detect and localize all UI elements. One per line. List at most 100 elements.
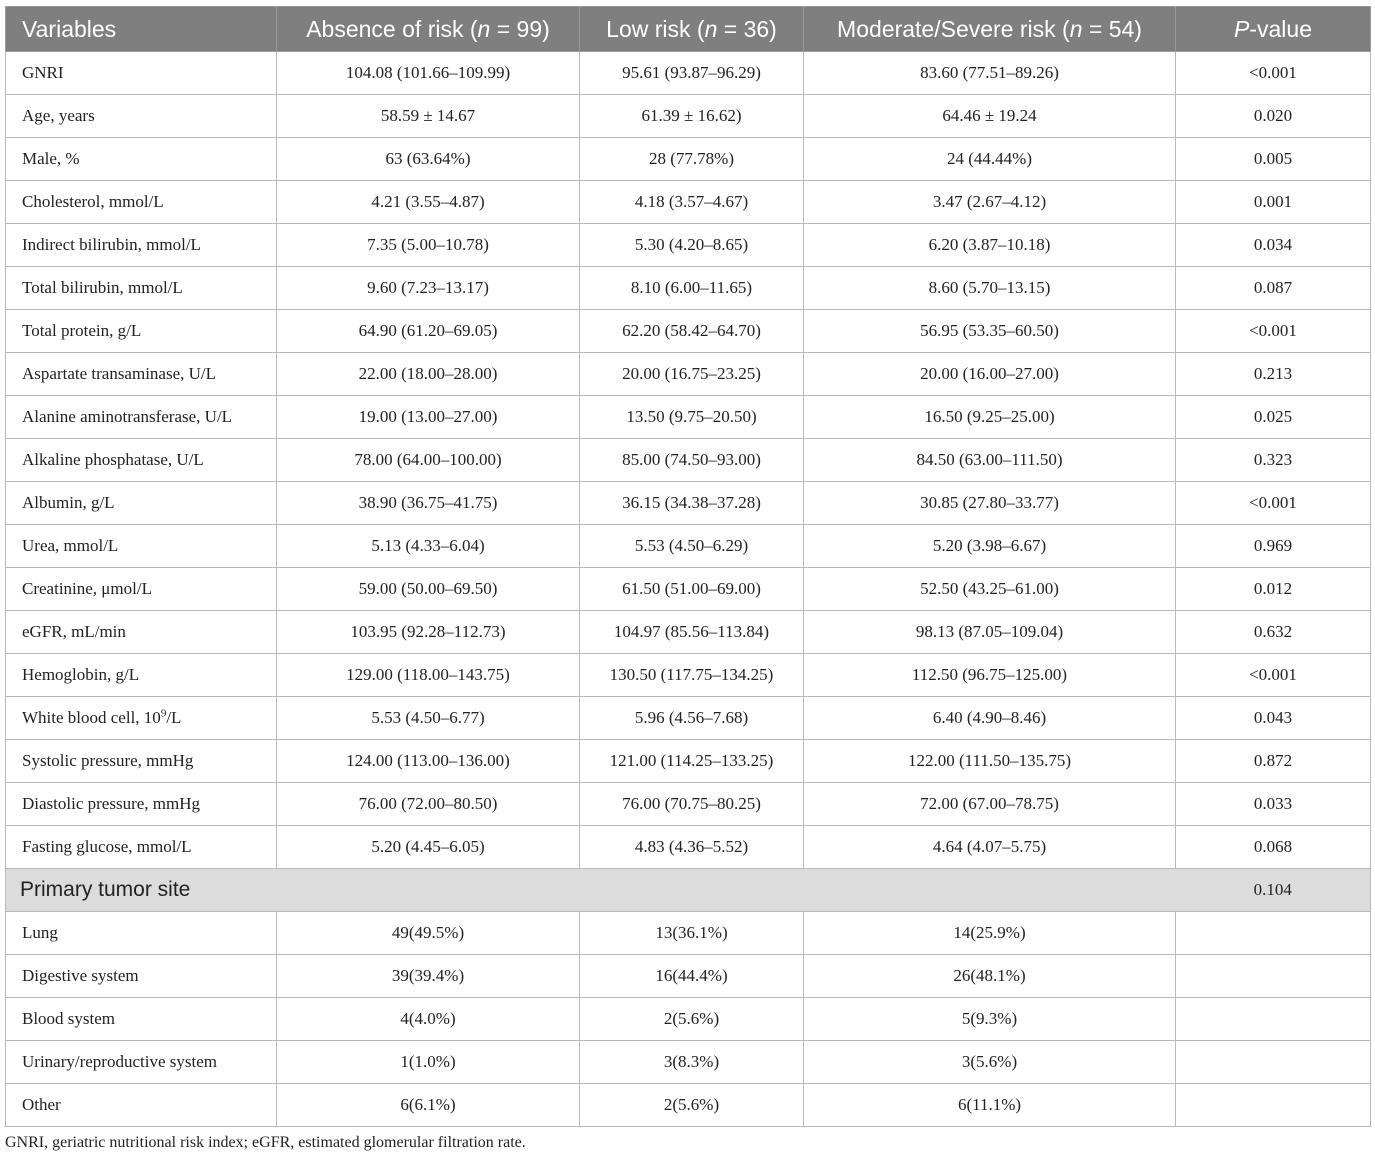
cell-low: 61.50 (51.00–69.00) bbox=[579, 567, 804, 611]
row-label-text: Systolic pressure, mmHg bbox=[22, 751, 194, 770]
cell-low: 8.10 (6.00–11.65) bbox=[579, 266, 804, 310]
table-row: Urinary/reproductive system 1(1.0%) 3(8.3%… bbox=[5, 1040, 1371, 1084]
cell-absence: 5.13 (4.33–6.04) bbox=[276, 524, 580, 568]
cell-p-value: <0.001 bbox=[1175, 481, 1371, 525]
cell-p-value bbox=[1175, 1083, 1371, 1127]
cell-p-value: 0.025 bbox=[1175, 395, 1371, 439]
cell-low: 13(36.1%) bbox=[579, 911, 804, 955]
cell-moderate: 6.20 (3.87–10.18) bbox=[803, 223, 1176, 267]
cell-p-value: 0.632 bbox=[1175, 610, 1371, 654]
header-absence-n: n bbox=[477, 15, 491, 42]
row-label-text: Age, years bbox=[22, 106, 95, 125]
cell-absence: 38.90 (36.75–41.75) bbox=[276, 481, 580, 525]
row-label-text: Total protein, g/L bbox=[22, 321, 142, 340]
cell-p-value: 0.323 bbox=[1175, 438, 1371, 482]
row-label-text: Cholesterol, mmol/L bbox=[22, 192, 164, 211]
cell-moderate: 3.47 (2.67–4.12) bbox=[803, 180, 1176, 224]
table-row: Digestive system 39(39.4%) 16(44.4%) 26(48.… bbox=[5, 954, 1371, 998]
cell-moderate: 83.60 (77.51–89.26) bbox=[803, 51, 1176, 95]
row-label-text: Total bilirubin, mmol/L bbox=[22, 278, 183, 297]
cell-moderate: 4.64 (4.07–5.75) bbox=[803, 825, 1176, 869]
header-p-italic: P bbox=[1234, 15, 1250, 42]
cell-p-value: <0.001 bbox=[1175, 309, 1371, 353]
cell-moderate: 6(11.1%) bbox=[803, 1083, 1176, 1127]
cell-p-value: 0.969 bbox=[1175, 524, 1371, 568]
row-label: Lung bbox=[5, 911, 277, 955]
header-low-n: n bbox=[704, 15, 718, 42]
header-absence-post: = 99) bbox=[490, 15, 550, 42]
table-row: Other 6(6.1%) 2(5.6%) 6(11.1%) bbox=[5, 1083, 1371, 1127]
cell-absence: 124.00 (113.00–136.00) bbox=[276, 739, 580, 783]
cell-moderate: 14(25.9%) bbox=[803, 911, 1176, 955]
table-body: GNRI 104.08 (101.66–109.99) 95.61 (93.87–9… bbox=[5, 51, 1371, 1127]
row-label-text: Diastolic pressure, mmHg bbox=[22, 794, 200, 813]
row-label: Systolic pressure, mmHg bbox=[5, 739, 277, 783]
table-footnote: GNRI, geriatric nutritional risk index; … bbox=[5, 1134, 526, 1151]
row-label-text: Alkaline phosphatase, U/L bbox=[22, 450, 204, 469]
cell-p-value: 0.087 bbox=[1175, 266, 1371, 310]
cell-absence: 22.00 (18.00–28.00) bbox=[276, 352, 580, 396]
row-label: White blood cell, 109/L bbox=[5, 696, 277, 740]
row-label-text: Urea, mmol/L bbox=[22, 536, 119, 555]
cell-absence: 4.21 (3.55–4.87) bbox=[276, 180, 580, 224]
row-label: Urea, mmol/L bbox=[5, 524, 277, 568]
table-row: Systolic pressure, mmHg 124.00 (113.00–13… bbox=[5, 739, 1371, 783]
cell-p-value: 0.043 bbox=[1175, 696, 1371, 740]
row-label-text: Fasting glucose, mmol/L bbox=[22, 837, 192, 856]
cell-low: 5.96 (4.56–7.68) bbox=[579, 696, 804, 740]
table-row: Cholesterol, mmol/L 4.21 (3.55–4.87) 4.18 … bbox=[5, 180, 1371, 224]
cell-absence: 19.00 (13.00–27.00) bbox=[276, 395, 580, 439]
cell-low: 4.83 (4.36–5.52) bbox=[579, 825, 804, 869]
table-row: Urea, mmol/L 5.13 (4.33–6.04) 5.53 (4.50–6… bbox=[5, 524, 1371, 568]
cell-low: 5.53 (4.50–6.29) bbox=[579, 524, 804, 568]
cell-low: 4.18 (3.57–4.67) bbox=[579, 180, 804, 224]
cell-absence: 49(49.5%) bbox=[276, 911, 580, 955]
cell-absence: 5.20 (4.45–6.05) bbox=[276, 825, 580, 869]
row-label-text: Hemoglobin, g/L bbox=[22, 665, 140, 684]
row-label: Digestive system bbox=[5, 954, 277, 998]
cell-moderate: 64.46 ± 19.24 bbox=[803, 94, 1176, 138]
cell-p-value bbox=[1175, 997, 1371, 1041]
row-label: Creatinine, μmol/L bbox=[5, 567, 277, 611]
cell-moderate: 16.50 (9.25–25.00) bbox=[803, 395, 1176, 439]
table-row: Age, years 58.59 ± 14.67 61.39 ± 16.62) 64.… bbox=[5, 94, 1371, 138]
table-row: Total protein, g/L 64.90 (61.20–69.05) 62.… bbox=[5, 309, 1371, 353]
cell-absence: 58.59 ± 14.67 bbox=[276, 94, 580, 138]
cell-absence: 64.90 (61.20–69.05) bbox=[276, 309, 580, 353]
table-row: White blood cell, 109/L 5.53 (4.50–6.77) 5… bbox=[5, 696, 1371, 740]
row-label-text: Alanine aminotransferase, U/L bbox=[22, 407, 233, 426]
cell-absence: 4(4.0%) bbox=[276, 997, 580, 1041]
cell-low: 5.30 (4.20–8.65) bbox=[579, 223, 804, 267]
table-row: Male, % 63 (63.64%) 28 (77.78%) 24 (44.44%)… bbox=[5, 137, 1371, 181]
cell-p-value: 0.068 bbox=[1175, 825, 1371, 869]
row-label: eGFR, mL/min bbox=[5, 610, 277, 654]
cell-p-value bbox=[1175, 1040, 1371, 1084]
cell-p-value: 0.213 bbox=[1175, 352, 1371, 396]
cell-low: 61.39 ± 16.62) bbox=[579, 94, 804, 138]
cell-p-value: <0.001 bbox=[1175, 653, 1371, 697]
table-row: Alanine aminotransferase, U/L 19.00 (13.0… bbox=[5, 395, 1371, 439]
header-low: Low risk (n = 36) bbox=[579, 6, 804, 52]
cell-moderate: 8.60 (5.70–13.15) bbox=[803, 266, 1176, 310]
cell-absence: 7.35 (5.00–10.78) bbox=[276, 223, 580, 267]
cell-low: 62.20 (58.42–64.70) bbox=[579, 309, 804, 353]
cell-p-value: 0.020 bbox=[1175, 94, 1371, 138]
cell-moderate: 56.95 (53.35–60.50) bbox=[803, 309, 1176, 353]
row-label-text: White blood cell, 10 bbox=[22, 708, 161, 727]
row-label: Aspartate transaminase, U/L bbox=[5, 352, 277, 396]
cell-p-value bbox=[1175, 954, 1371, 998]
header-moderate-n: n bbox=[1069, 15, 1083, 42]
row-label: Cholesterol, mmol/L bbox=[5, 180, 277, 224]
cell-moderate: 112.50 (96.75–125.00) bbox=[803, 653, 1176, 697]
cell-p-value: 0.033 bbox=[1175, 782, 1371, 826]
cell-low: 76.00 (70.75–80.25) bbox=[579, 782, 804, 826]
row-label: Hemoglobin, g/L bbox=[5, 653, 277, 697]
table-row: Alkaline phosphatase, U/L 78.00 (64.00–10… bbox=[5, 438, 1371, 482]
header-moderate-pre: Moderate/Severe risk ( bbox=[837, 15, 1070, 42]
table-row: Total bilirubin, mmol/L 9.60 (7.23–13.17)… bbox=[5, 266, 1371, 310]
cell-low: 104.97 (85.56–113.84) bbox=[579, 610, 804, 654]
results-table: Variables Absence of risk (n = 99) Low r… bbox=[5, 6, 1371, 1127]
header-absence: Absence of risk (n = 99) bbox=[276, 6, 580, 52]
cell-absence: 104.08 (101.66–109.99) bbox=[276, 51, 580, 95]
row-label-text: eGFR, mL/min bbox=[22, 622, 126, 641]
